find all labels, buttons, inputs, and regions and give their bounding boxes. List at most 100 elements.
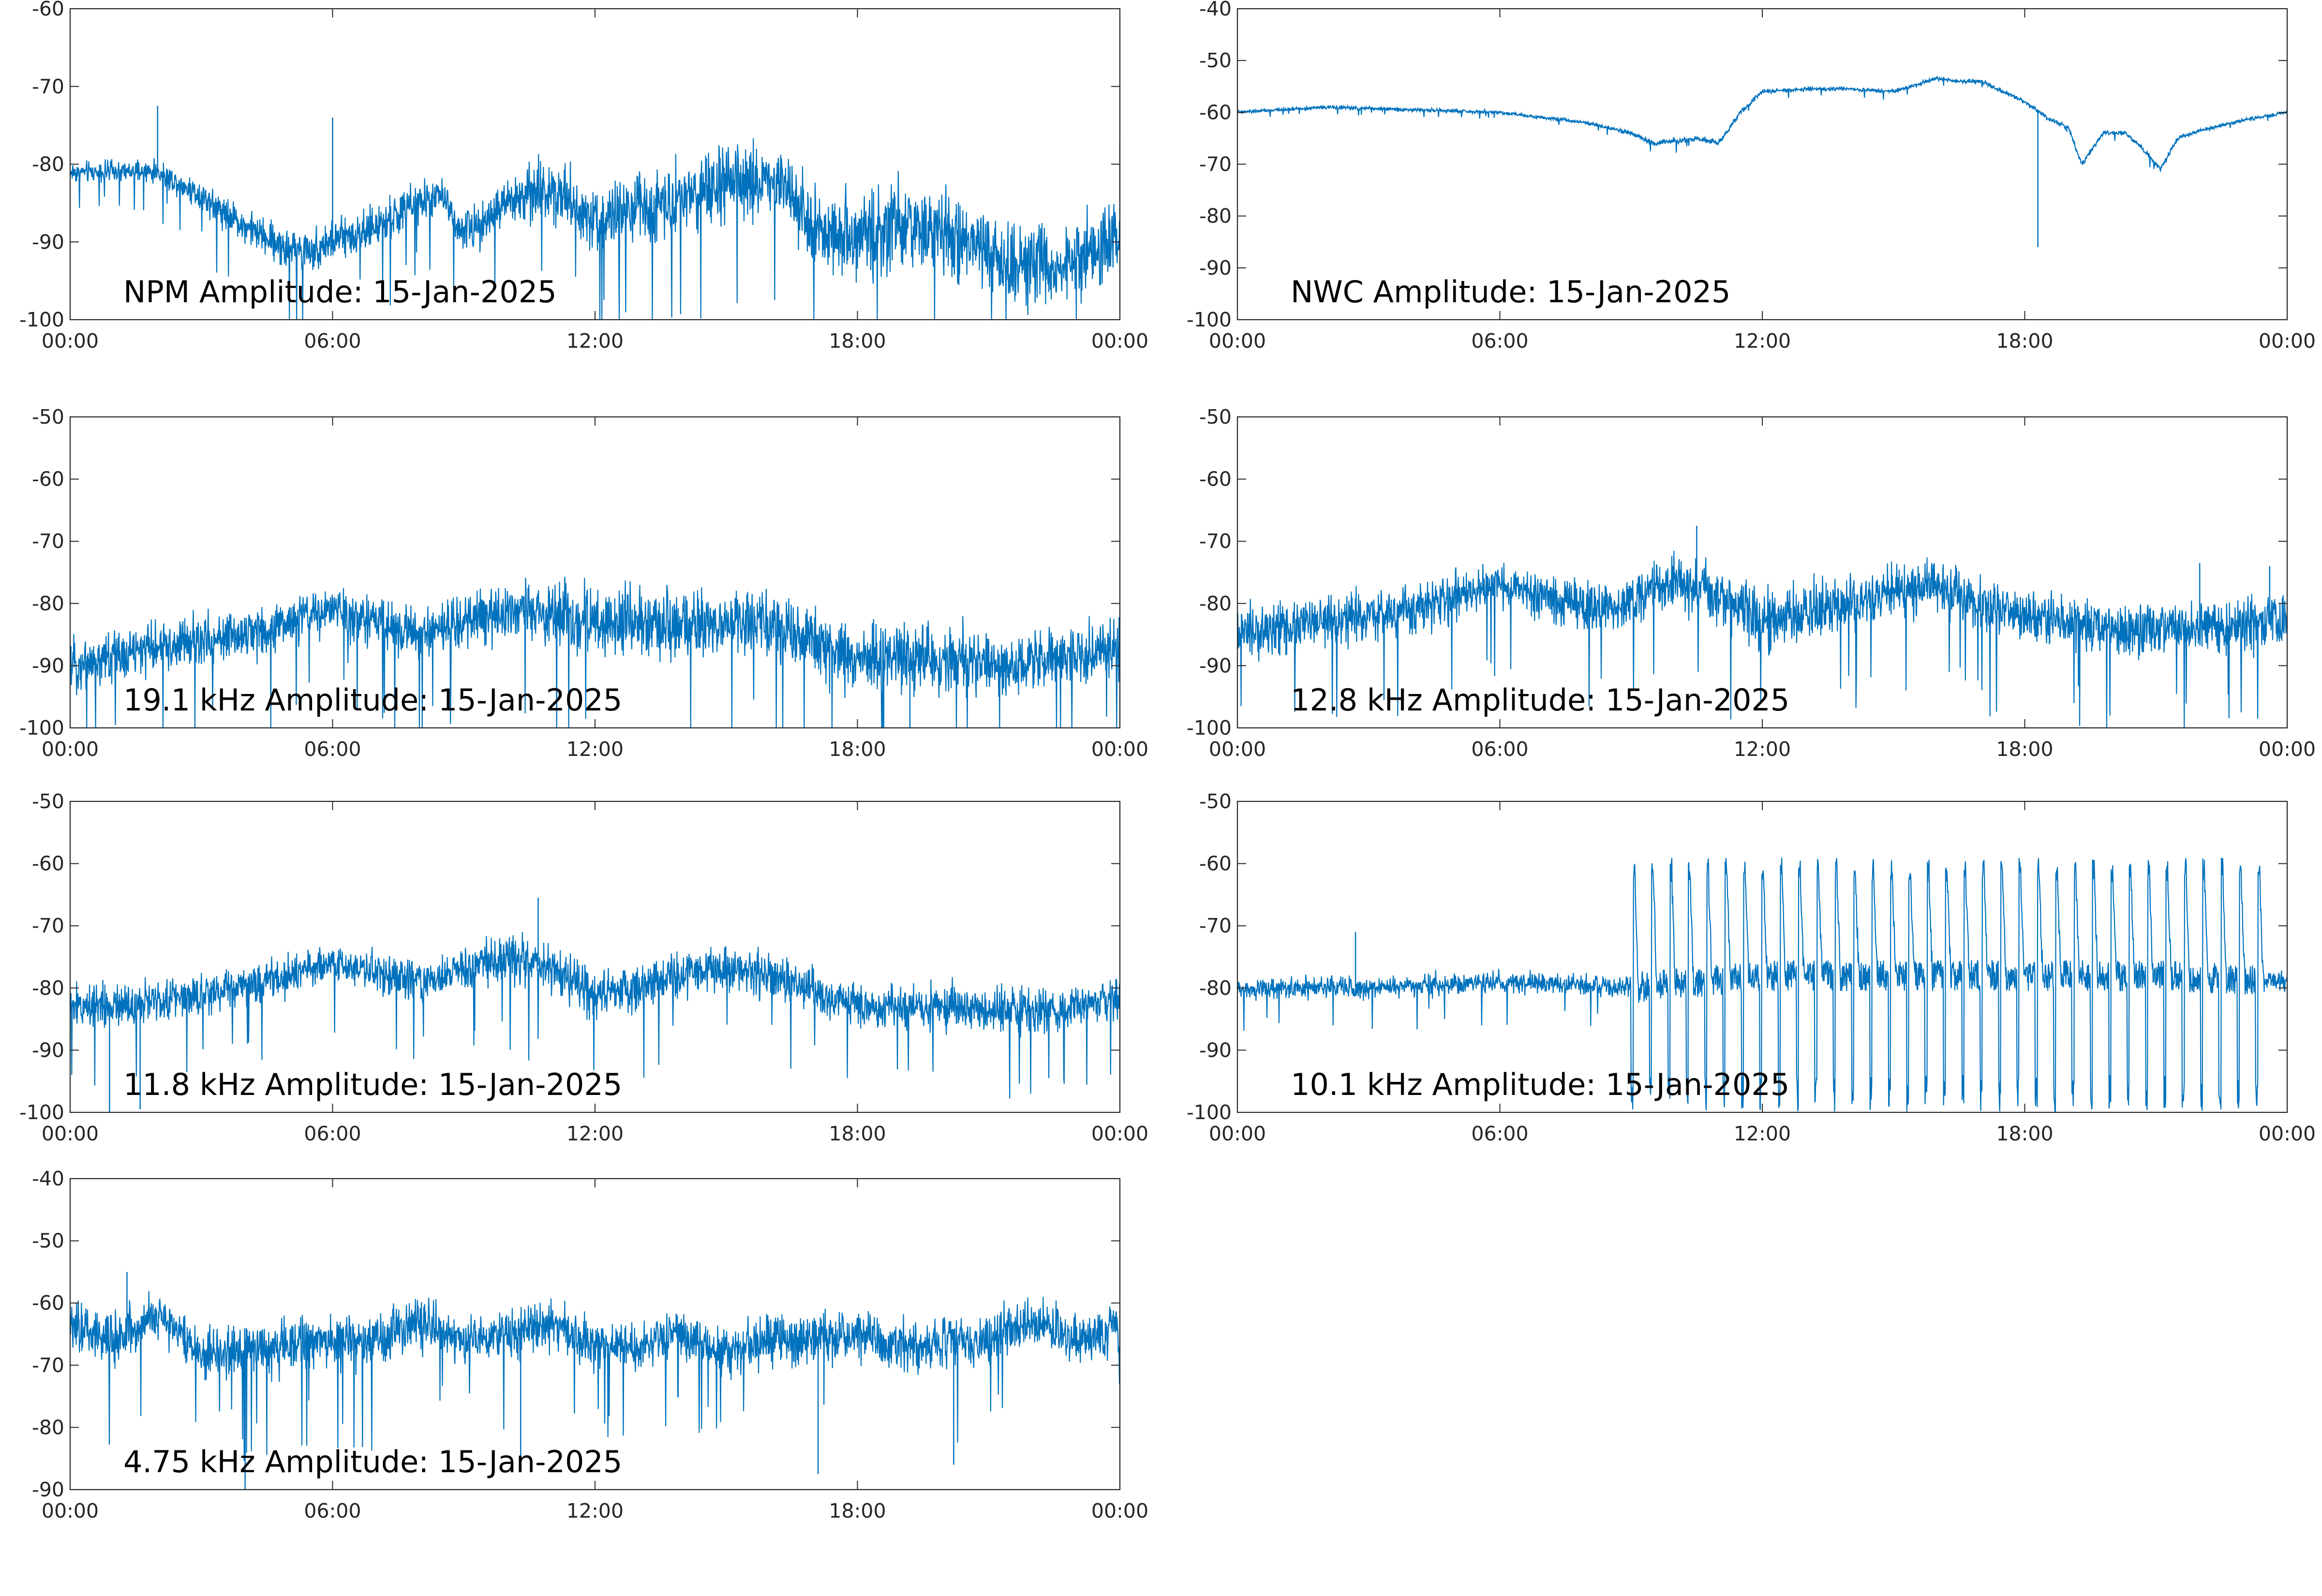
- panel-title: 12.8 kHz Amplitude: 15-Jan-2025: [1291, 682, 1789, 718]
- axes-box-0: [69, 8, 1121, 321]
- series-line-6: [70, 1291, 1120, 1461]
- axes-box-1: [1236, 8, 2288, 321]
- ytick-label: -60: [32, 1291, 64, 1315]
- ytick-label: -90: [32, 1478, 64, 1501]
- ytick-label: -80: [1199, 205, 1232, 228]
- xtick-label: 00:00: [42, 1499, 99, 1522]
- ytick-label: -80: [32, 153, 64, 176]
- xtick-label: 00:00: [2259, 738, 2316, 761]
- series-line-1: [1237, 75, 2287, 173]
- series-line-5: [1237, 857, 2287, 1112]
- xtick-label: 12:00: [1734, 1122, 1791, 1145]
- panel-4: -100 -90 -80 -70 -60 -50 00:00 06:00 12:00 18:00 0…: [19, 790, 1148, 1145]
- ytick-label: -50: [1199, 790, 1232, 813]
- xtick-label: 12:00: [1734, 738, 1791, 761]
- panel-title: 19.1 kHz Amplitude: 15-Jan-2025: [123, 682, 622, 718]
- xtick-label: 00:00: [42, 1122, 99, 1145]
- ytick-label: -100: [1187, 716, 1232, 739]
- xtick-label: 00:00: [1091, 1499, 1148, 1522]
- ytick-label: -80: [1199, 592, 1232, 615]
- ytick-label: -80: [32, 976, 64, 1000]
- ytick-label: -50: [32, 405, 64, 429]
- ytick-label: -60: [32, 468, 64, 491]
- series-line-3: [1237, 550, 2287, 728]
- ytick-label: -70: [32, 914, 64, 937]
- xtick-label: 00:00: [1091, 738, 1148, 761]
- panel-title: 4.75 kHz Amplitude: 15-Jan-2025: [123, 1444, 622, 1479]
- ytick-label: -100: [1187, 1101, 1232, 1124]
- panel-title: 11.8 kHz Amplitude: 15-Jan-2025: [123, 1067, 622, 1102]
- xtick-label: 06:00: [304, 329, 361, 353]
- xtick-label: 18:00: [1996, 329, 2053, 353]
- xtick-label: 00:00: [2259, 1122, 2316, 1145]
- ytick-label: -50: [1199, 405, 1232, 429]
- ytick-label: -90: [1199, 654, 1232, 677]
- xtick-label: 00:00: [42, 329, 99, 353]
- ytick-label: -50: [32, 790, 64, 813]
- xtick-label: 18:00: [829, 329, 886, 353]
- xtick-label: 06:00: [304, 738, 361, 761]
- series-line-4: [70, 932, 1120, 1099]
- axes-box-4: [69, 800, 1121, 1113]
- xtick-label: 00:00: [1209, 738, 1266, 761]
- series-line-2: [70, 576, 1120, 728]
- ytick-label: -100: [19, 1101, 64, 1124]
- xtick-label: 18:00: [1996, 738, 2053, 761]
- ytick-label: -50: [1199, 49, 1232, 72]
- axes-box-2: [69, 416, 1121, 729]
- ytick-label: -40: [1199, 0, 1232, 20]
- xtick-label: 06:00: [1471, 329, 1528, 353]
- ytick-label: -90: [32, 654, 64, 677]
- ytick-label: -80: [1199, 976, 1232, 1000]
- panel-title: NPM Amplitude: 15-Jan-2025: [123, 274, 557, 310]
- xtick-label: 00:00: [2259, 329, 2316, 353]
- ytick-label: -60: [1199, 852, 1232, 875]
- ytick-label: -60: [1199, 101, 1232, 124]
- series-line-0: [70, 138, 1120, 320]
- xtick-label: 12:00: [566, 329, 624, 353]
- panel-1: -100 -90 -80 -70 -60 -50 -40 00:00 06:00 12:00 18:…: [1187, 0, 2316, 353]
- ytick-label: -50: [32, 1229, 64, 1253]
- ytick-label: -90: [1199, 256, 1232, 280]
- ytick-label: -70: [32, 1354, 64, 1377]
- xtick-label: 06:00: [304, 1122, 361, 1145]
- xtick-label: 00:00: [42, 738, 99, 761]
- ytick-label: -70: [32, 75, 64, 98]
- ytick-label: -80: [32, 1416, 64, 1439]
- ytick-label: -100: [19, 716, 64, 739]
- xtick-label: 06:00: [1471, 1122, 1528, 1145]
- ytick-label: -80: [32, 592, 64, 615]
- xtick-label: 00:00: [1091, 329, 1148, 353]
- panel-2: -100 -90 -80 -70 -60 -50 00:00 06:00 12:00 18:00 0…: [19, 405, 1148, 761]
- ytick-label: -90: [1199, 1038, 1232, 1062]
- panel-3: -100 -90 -80 -70 -60 -50 00:00 06:00 12:00 18:00 0…: [1187, 405, 2316, 761]
- ytick-label: -70: [1199, 530, 1232, 553]
- xtick-label: 06:00: [304, 1499, 361, 1522]
- ytick-label: -60: [32, 852, 64, 875]
- ytick-label: -90: [32, 230, 64, 253]
- xtick-label: 00:00: [1209, 1122, 1266, 1145]
- xtick-label: 18:00: [829, 1499, 886, 1522]
- xtick-label: 18:00: [1996, 1122, 2053, 1145]
- xtick-label: 12:00: [566, 738, 624, 761]
- panel-title: 10.1 kHz Amplitude: 15-Jan-2025: [1291, 1067, 1789, 1102]
- panel-5: -100 -90 -80 -70 -60 -50 00:00 06:00 12:00 18:00 0…: [1187, 790, 2316, 1145]
- ytick-label: -60: [1199, 468, 1232, 491]
- xtick-label: 00:00: [1209, 329, 1266, 353]
- xtick-label: 00:00: [1091, 1122, 1148, 1145]
- ytick-label: -40: [32, 1167, 64, 1190]
- ytick-label: -100: [19, 308, 64, 331]
- axes-box-3: [1236, 416, 2288, 729]
- ytick-label: -70: [1199, 914, 1232, 937]
- ytick-label: -70: [32, 530, 64, 553]
- xtick-label: 12:00: [566, 1499, 624, 1522]
- xtick-label: 12:00: [566, 1122, 624, 1145]
- ytick-label: -70: [1199, 153, 1232, 176]
- ytick-label: -100: [1187, 308, 1232, 331]
- axes-box-5: [1236, 800, 2288, 1113]
- xtick-label: 18:00: [829, 1122, 886, 1145]
- panel-title: NWC Amplitude: 15-Jan-2025: [1291, 274, 1730, 310]
- xtick-label: 18:00: [829, 738, 886, 761]
- panel-0: -100 -90 -80 -70 -60 00:00 06:00 12:00 18:00 00:0…: [19, 0, 1148, 353]
